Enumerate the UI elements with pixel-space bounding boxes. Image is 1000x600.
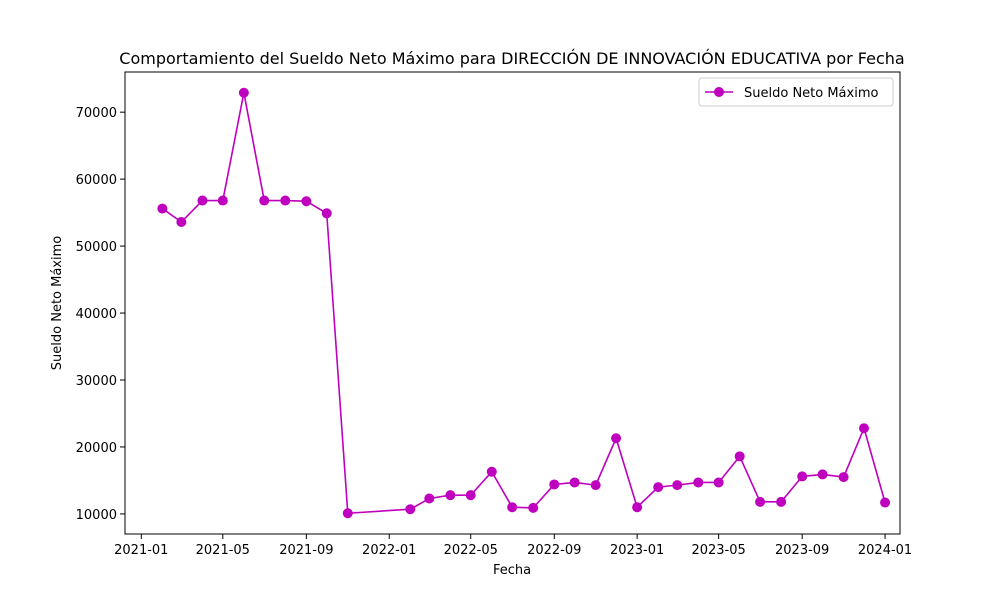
legend-label: Sueldo Neto Máximo xyxy=(744,86,878,101)
data-point xyxy=(755,496,766,507)
x-tick-label: 2022-01 xyxy=(362,543,416,558)
legend-frame xyxy=(698,77,894,107)
data-point xyxy=(838,472,849,483)
x-tick-label: 2023-09 xyxy=(775,543,829,558)
y-tick-label: 20000 xyxy=(76,441,117,456)
data-point xyxy=(776,496,787,507)
x-tick-label: 2021-05 xyxy=(196,543,250,558)
data-point xyxy=(217,195,228,206)
x-tick-label: 2023-05 xyxy=(691,543,745,558)
data-point xyxy=(569,477,580,488)
data-point xyxy=(859,423,870,434)
y-tick-label: 60000 xyxy=(76,173,117,188)
x-axis-title: Fecha xyxy=(493,563,531,578)
data-point xyxy=(817,469,828,480)
legend: Sueldo Neto Máximo xyxy=(698,77,894,107)
x-axis: 2021-01 2021-05 2021-09 2022-01 2022-05 2022-… xyxy=(114,534,912,558)
data-point xyxy=(653,482,664,493)
data-point xyxy=(280,195,291,206)
y-tick-label: 10000 xyxy=(76,508,117,523)
plot-area xyxy=(124,71,901,535)
y-tick-label: 40000 xyxy=(76,307,117,322)
y-axis: 10000 20000 30000 40000 50000 60000 70000 xyxy=(76,106,125,523)
x-tick-label: 2024-01 xyxy=(858,543,912,558)
data-point xyxy=(693,477,704,488)
series-line xyxy=(161,91,886,515)
x-tick-label: 2021-01 xyxy=(114,543,168,558)
x-tick-label: 2021-09 xyxy=(279,543,333,558)
data-point xyxy=(507,502,518,513)
data-point xyxy=(672,480,683,491)
data-point xyxy=(342,508,353,519)
data-point xyxy=(486,466,497,477)
data-point xyxy=(259,195,270,206)
data-point xyxy=(301,196,312,207)
y-axis-title: Sueldo Neto Máximo xyxy=(50,236,65,370)
series-layer xyxy=(157,87,891,519)
x-tick-label: 2022-05 xyxy=(444,543,498,558)
data-point xyxy=(176,216,187,227)
data-point xyxy=(880,497,891,508)
x-tick-label: 2023-01 xyxy=(610,543,664,558)
y-tick-label: 70000 xyxy=(76,106,117,121)
data-point xyxy=(713,477,724,488)
data-point xyxy=(797,471,808,482)
legend-marker-sample xyxy=(714,87,724,97)
data-point xyxy=(528,502,539,513)
data-point xyxy=(238,87,249,98)
data-point xyxy=(405,504,416,515)
y-tick-label: 50000 xyxy=(76,240,117,255)
chart-title: Comportamiento del Sueldo Neto Máximo pa… xyxy=(119,49,904,68)
data-point xyxy=(549,479,560,490)
data-point xyxy=(632,502,643,513)
data-point xyxy=(157,203,168,214)
data-point xyxy=(321,208,332,219)
data-point xyxy=(734,451,745,462)
data-point xyxy=(197,195,208,206)
data-point xyxy=(611,433,622,444)
y-tick-label: 30000 xyxy=(76,374,117,389)
data-point xyxy=(445,490,456,501)
x-tick-label: 2022-09 xyxy=(527,543,581,558)
data-point xyxy=(465,490,476,501)
data-point xyxy=(590,480,601,491)
data-point xyxy=(424,493,435,504)
